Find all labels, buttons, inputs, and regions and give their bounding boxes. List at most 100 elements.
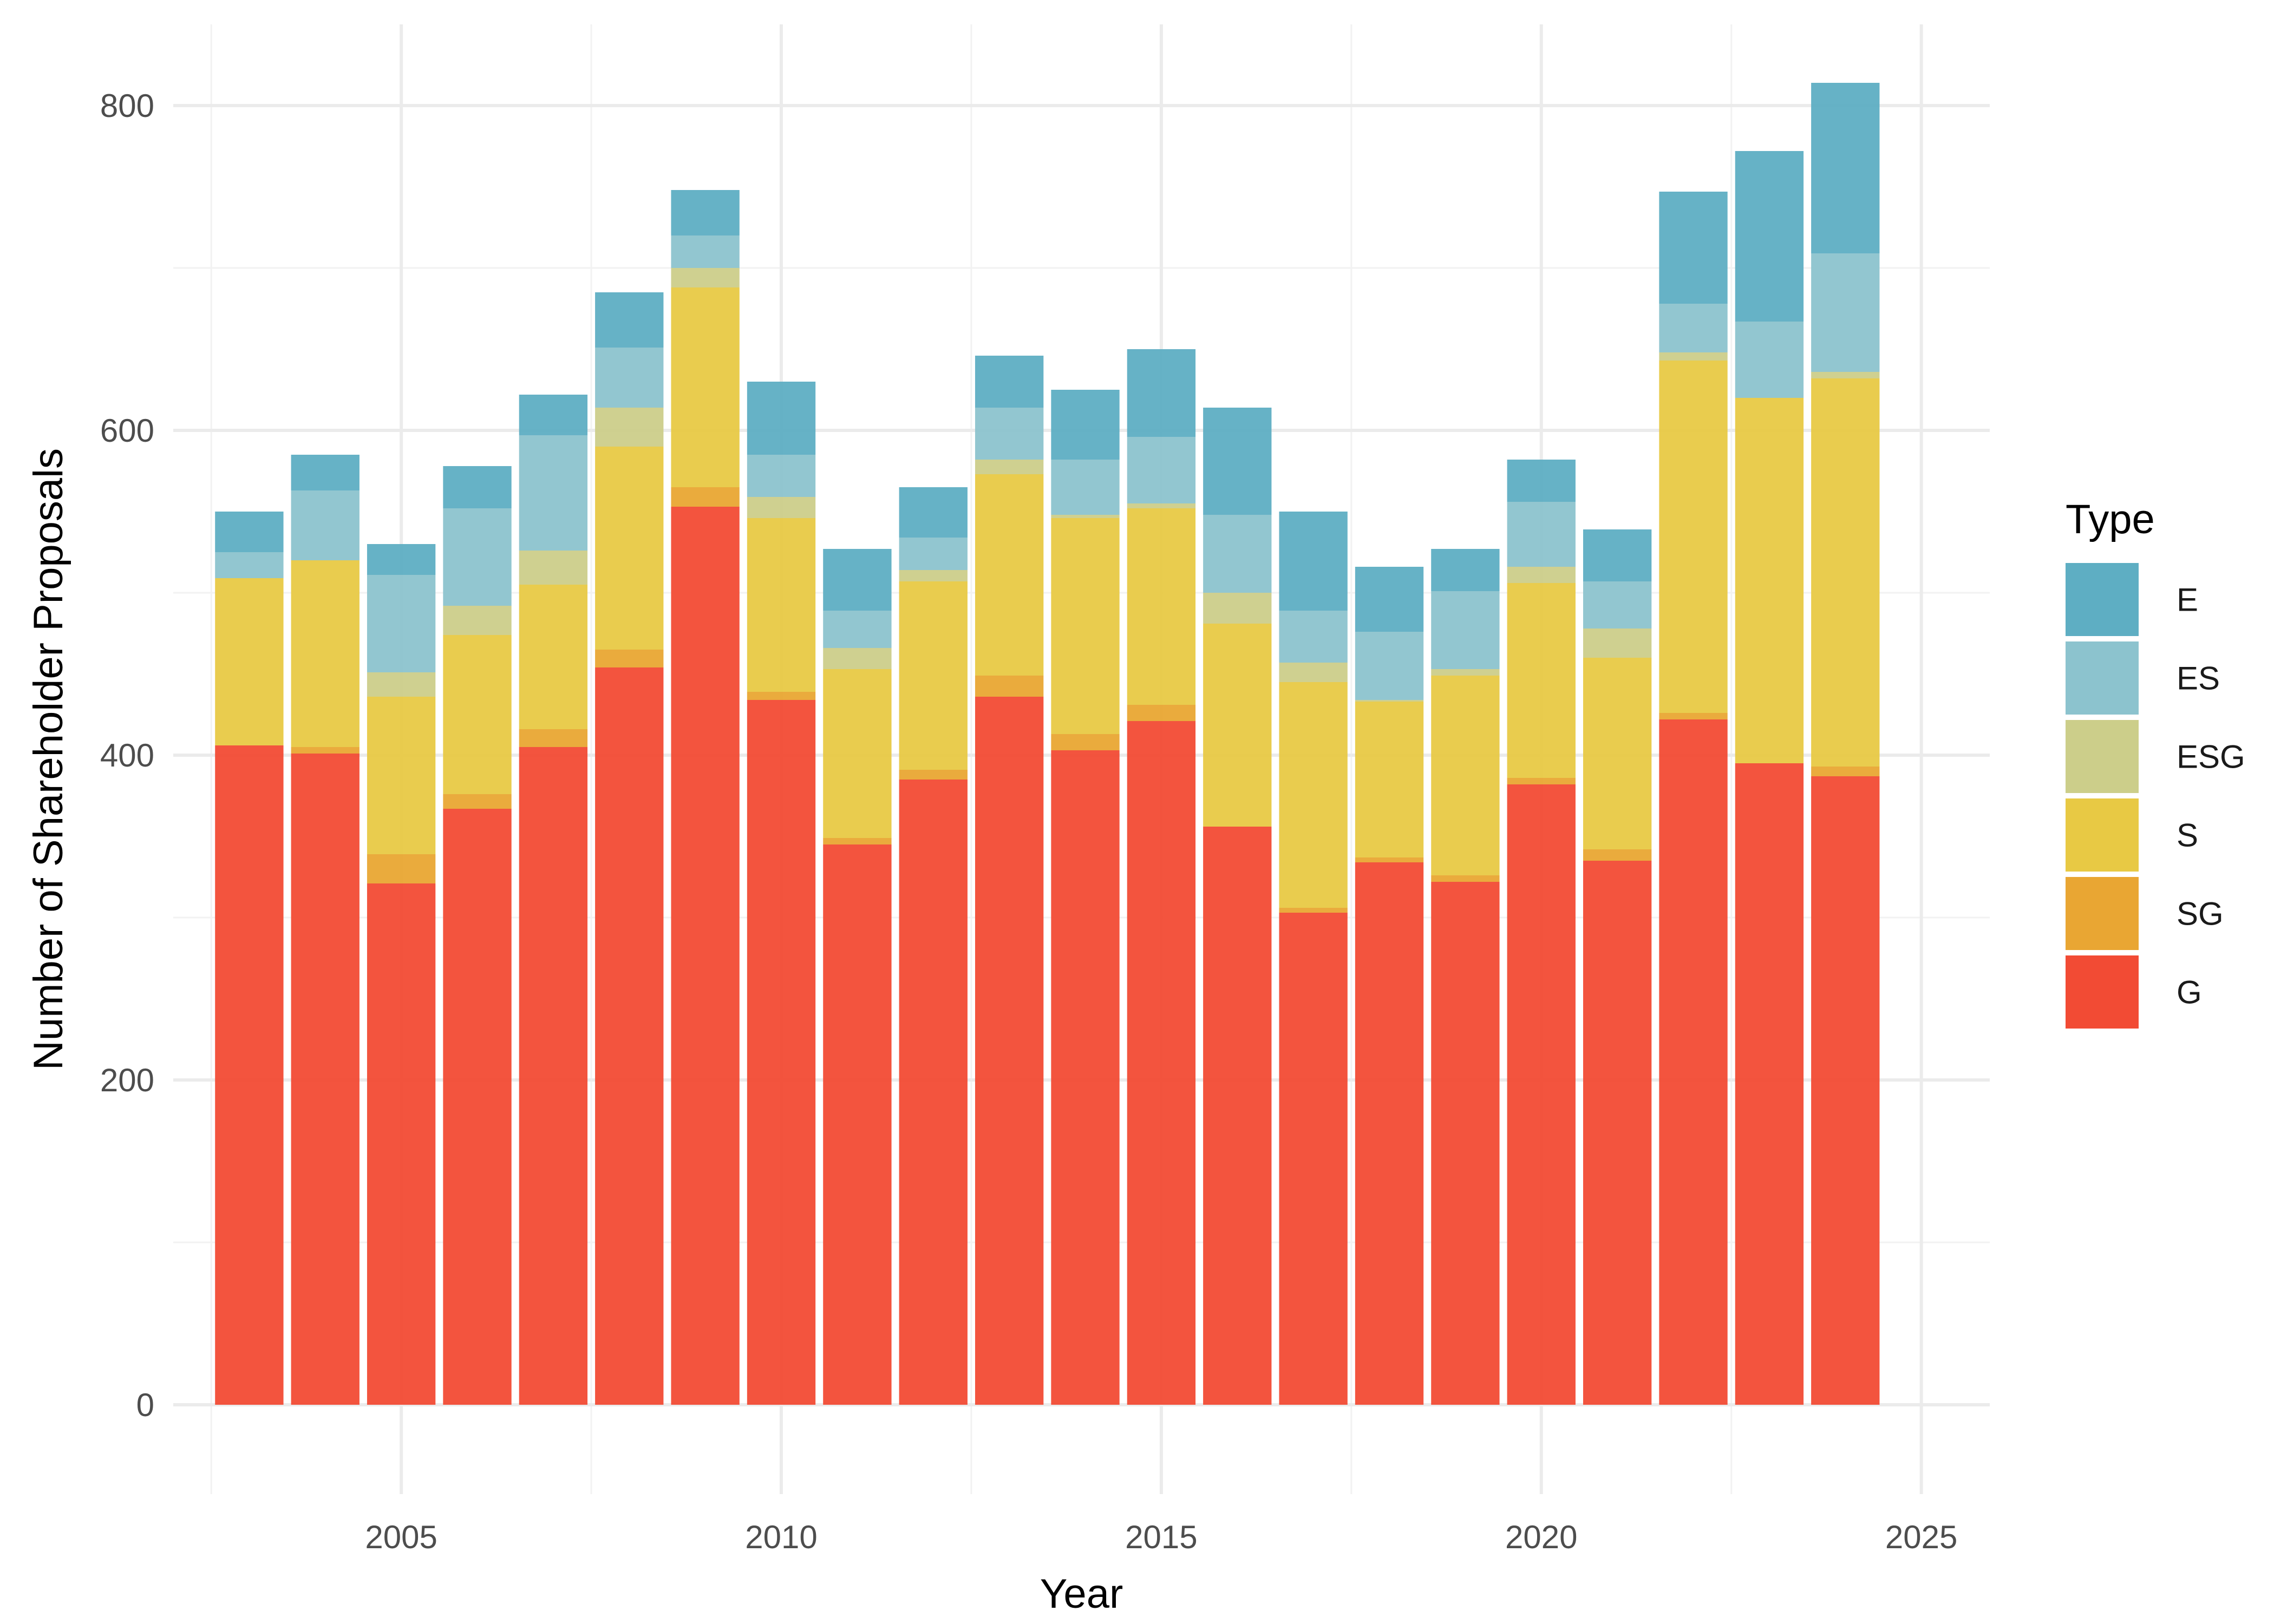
bar-s-2020 — [1507, 583, 1576, 778]
bar-esg-2014 — [1051, 515, 1120, 518]
bar-es-2018 — [1355, 632, 1424, 700]
y-tick-label: 600 — [100, 412, 154, 449]
bar-esg-2022 — [1659, 352, 1728, 361]
bar-g-2003 — [215, 745, 284, 1405]
bar-e-2021 — [1583, 529, 1652, 581]
bar-s-2017 — [1279, 682, 1348, 908]
bar-g-2017 — [1279, 913, 1348, 1405]
bar-s-2003 — [215, 578, 284, 745]
x-axis-title: Year — [1040, 1571, 1123, 1617]
bar-sg-2006 — [443, 794, 512, 809]
bar-s-2022 — [1659, 361, 1728, 713]
bar-g-2015 — [1127, 721, 1196, 1405]
bar-esg-2016 — [1203, 593, 1272, 624]
bar-es-2024 — [1811, 253, 1880, 372]
bar-s-2023 — [1735, 398, 1804, 763]
bar-e-2014 — [1051, 390, 1120, 460]
bar-e-2020 — [1507, 460, 1576, 502]
y-tick-label: 800 — [100, 88, 154, 124]
bar-s-2005 — [367, 697, 436, 854]
plot-panel — [173, 24, 1990, 1494]
bar-g-2024 — [1811, 776, 1880, 1405]
bar-sg-2019 — [1431, 875, 1500, 882]
x-axis-tick-labels: 2005 2010 2015 2020 2025 — [365, 1519, 1957, 1555]
bar-s-2012 — [899, 581, 968, 770]
bar-e-2024 — [1811, 83, 1880, 253]
bar-esg-2019 — [1431, 669, 1500, 676]
bar-sg-2017 — [1279, 908, 1348, 913]
bar-sg-2008 — [595, 650, 664, 667]
bar-sg-2009 — [671, 487, 740, 507]
bar-e-2018 — [1355, 567, 1424, 632]
bar-esg-2018 — [1355, 700, 1424, 702]
legend-items: E ES ESG S SG G — [2066, 563, 2245, 1029]
bar-g-2010 — [747, 700, 816, 1405]
bar-g-2013 — [975, 697, 1044, 1405]
bar-es-2022 — [1659, 304, 1728, 352]
y-tick-label: 400 — [100, 737, 154, 774]
bar-s-2018 — [1355, 702, 1424, 857]
legend-key-esg — [2066, 720, 2139, 793]
bar-sg-2022 — [1659, 713, 1728, 719]
bar-sg-2018 — [1355, 857, 1424, 862]
bar-e-2022 — [1659, 192, 1728, 304]
bar-s-2006 — [443, 635, 512, 794]
bar-es-2004 — [291, 490, 360, 560]
bar-es-2010 — [747, 455, 816, 497]
bar-g-2005 — [367, 883, 436, 1405]
bar-sg-2020 — [1507, 778, 1576, 784]
legend-label-es: ES — [2177, 660, 2220, 697]
legend-label-s: S — [2177, 817, 2198, 854]
legend-key-es — [2066, 641, 2139, 715]
bar-e-2007 — [519, 395, 588, 435]
bar-g-2016 — [1203, 827, 1272, 1405]
bar-e-2008 — [595, 292, 664, 348]
bar-g-2004 — [291, 754, 360, 1405]
bar-sg-2013 — [975, 676, 1044, 697]
bar-e-2004 — [291, 455, 360, 490]
bar-s-2010 — [747, 518, 816, 692]
bar-es-2020 — [1507, 502, 1576, 567]
bar-s-2011 — [823, 669, 892, 838]
bar-e-2015 — [1127, 349, 1196, 437]
bar-s-2004 — [291, 560, 360, 747]
bar-s-2015 — [1127, 508, 1196, 705]
legend-key-g — [2066, 955, 2139, 1029]
bar-e-2006 — [443, 466, 512, 508]
bar-e-2009 — [671, 190, 740, 235]
bar-esg-2006 — [443, 606, 512, 635]
bar-s-2016 — [1203, 624, 1272, 827]
x-tick-label: 2025 — [1885, 1519, 1957, 1555]
bar-e-2003 — [215, 512, 284, 552]
legend-key-s — [2066, 798, 2139, 872]
bar-es-2023 — [1735, 322, 1804, 398]
bar-es-2009 — [671, 235, 740, 268]
bar-g-2023 — [1735, 763, 1804, 1405]
bar-es-2021 — [1583, 581, 1652, 628]
bar-esg-2007 — [519, 551, 588, 585]
bar-g-2021 — [1583, 861, 1652, 1405]
bar-g-2019 — [1431, 882, 1500, 1405]
bar-s-2024 — [1811, 378, 1880, 767]
y-tick-label: 200 — [100, 1062, 154, 1098]
bar-esg-2020 — [1507, 567, 1576, 583]
x-tick-label: 2015 — [1125, 1519, 1197, 1555]
bar-esg-2015 — [1127, 503, 1196, 508]
bar-es-2011 — [823, 611, 892, 648]
legend-label-g: G — [2177, 974, 2202, 1011]
bar-es-2013 — [975, 408, 1044, 460]
bar-esg-2017 — [1279, 663, 1348, 682]
bar-g-2008 — [595, 667, 664, 1405]
bar-sg-2014 — [1051, 734, 1120, 750]
bar-sg-2011 — [823, 838, 892, 844]
bar-sg-2010 — [747, 692, 816, 700]
bar-sg-2004 — [291, 747, 360, 754]
bar-e-2019 — [1431, 549, 1500, 591]
legend-label-e: E — [2177, 582, 2198, 618]
bar-esg-2005 — [367, 672, 436, 697]
bar-sg-2005 — [367, 854, 436, 883]
bar-es-2014 — [1051, 460, 1120, 515]
bar-es-2007 — [519, 435, 588, 551]
legend-title: Type — [2066, 496, 2155, 542]
bar-es-2008 — [595, 348, 664, 408]
